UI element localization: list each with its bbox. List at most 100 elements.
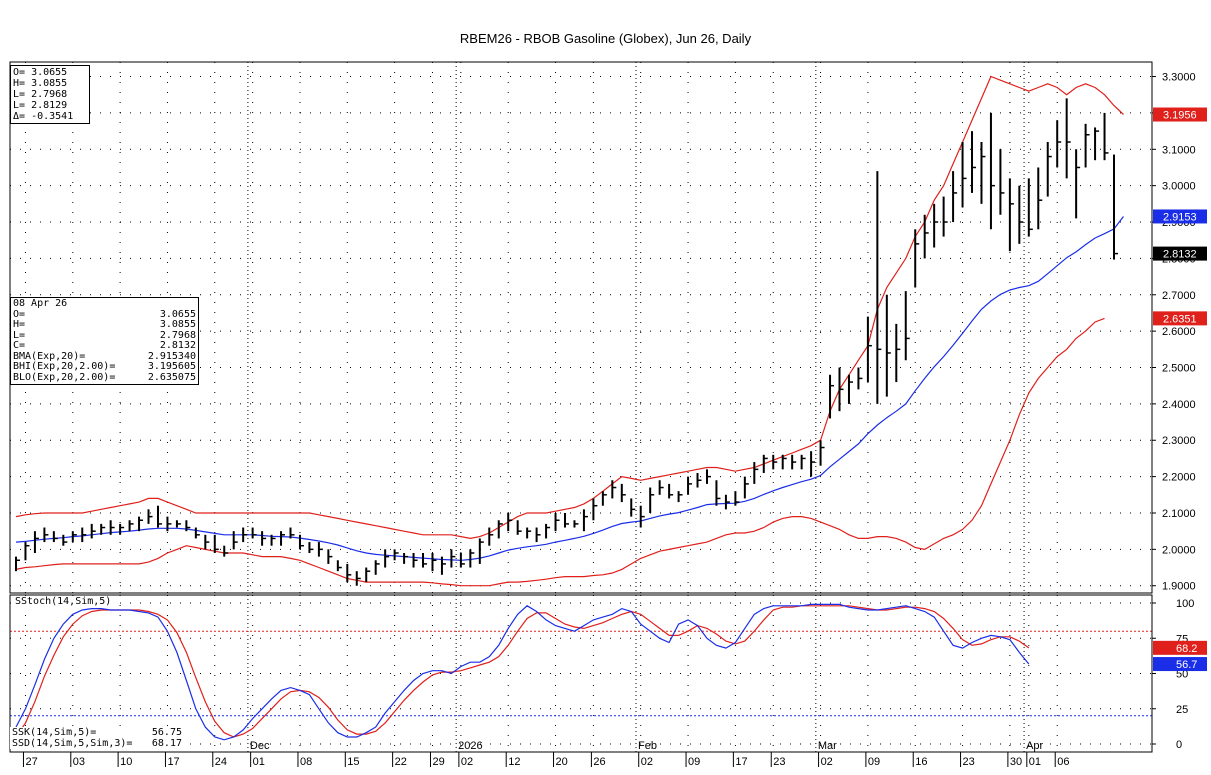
stoch-title: SStoch(14,Sim,5): [14, 596, 113, 607]
info-label: O=: [13, 308, 26, 320]
bollinger-bands: [15, 75, 1124, 587]
stoch-label: SSD(14,Sim,5,Sim,3)=: [12, 738, 133, 749]
info-row: L= 2.7968: [13, 329, 196, 342]
month-label: 2026: [458, 740, 482, 752]
time-tick-label: 23: [773, 756, 785, 768]
price-badge: [1153, 246, 1207, 261]
price-badge: [1153, 209, 1207, 224]
price-tick-label: 2.7000: [1162, 290, 1196, 302]
time-tick-label: 23: [963, 756, 975, 768]
ohlc-summary-row: Δ= -0.3541: [13, 111, 87, 122]
time-tick-label: 06: [1057, 756, 1069, 768]
ohlc-summary-row: L= 2.8129: [13, 100, 87, 111]
stoch-legend-row: SSK(14,Sim,5)= 56.75: [12, 727, 182, 738]
bollinger-middle-line: [15, 216, 1124, 561]
price-badge-label: 2.8132: [1163, 249, 1197, 261]
price-tick-label: 2.0000: [1162, 544, 1196, 556]
stoch-tick-label: 25: [1176, 704, 1188, 716]
price-tick-label: 3.3000: [1162, 72, 1196, 84]
info-value: 2.7968: [159, 329, 196, 341]
stoch-value: 56.75: [151, 727, 182, 738]
stoch-tick-label: 100: [1176, 598, 1194, 610]
time-tick-label: 10: [120, 756, 132, 768]
ohlc-label: H=: [13, 78, 26, 89]
ohlc-summary-box: O= 3.0655 H= 3.0855 L= 2.7968 L= 2.8129 Δ= -…: [10, 65, 90, 124]
info-row: O= 3.0655: [13, 308, 196, 321]
month-label: Apr: [1026, 740, 1043, 752]
ohlc-summary-row: O= 3.0655: [13, 67, 87, 78]
time-tick-label: 02: [641, 756, 653, 768]
time-tick-label: 02: [461, 756, 473, 768]
price-badge-label: 2.6351: [1163, 313, 1197, 325]
price-badge-label: 3.1956: [1163, 110, 1197, 122]
info-value: 2.635075: [147, 371, 196, 383]
time-tick-label: 29: [432, 756, 444, 768]
stoch-badge: [1153, 657, 1207, 672]
info-date: 08 Apr 26: [13, 298, 68, 309]
stoch-legend-row: SSD(14,Sim,5,Sim,3)= 68.17: [12, 738, 182, 749]
ohlc-value: 2.7968: [25, 89, 68, 100]
info-row: C= 2.8132: [13, 340, 196, 352]
time-tick-label: 08: [300, 756, 312, 768]
ohlc-label: L=: [13, 89, 26, 100]
info-label: BMA(Exp,20)=: [13, 350, 86, 362]
price-tick-label: 3.0000: [1162, 181, 1196, 193]
time-tick-label: 09: [868, 756, 880, 768]
info-value: 2.8132: [159, 340, 196, 351]
time-tick-label: 01: [1029, 756, 1041, 768]
stoch-label: SSK(14,Sim,5)=: [12, 727, 97, 738]
ohlc-label: L=: [13, 100, 26, 111]
info-label: H=: [13, 319, 26, 330]
month-label: Mar: [818, 740, 837, 752]
price-tick-label: 2.2000: [1162, 472, 1196, 484]
time-tick-label: 26: [593, 756, 605, 768]
time-tick-label: 16: [915, 756, 927, 768]
ssd-line: [15, 605, 1030, 738]
stoch-badge-label: 68.2: [1176, 643, 1197, 655]
ohlc-label: O=: [13, 67, 26, 78]
stoch-tick-label: 0: [1176, 739, 1182, 751]
axes: 3.30003.20003.10003.00002.90002.80002.70…: [9, 61, 1207, 768]
time-tick-label: 27: [25, 756, 37, 768]
month-label: Dec: [250, 740, 270, 752]
time-tick-label: 30: [1010, 756, 1022, 768]
ssk-line: [15, 603, 1030, 741]
stochastic-panel: [10, 603, 1152, 741]
info-value: 3.0655: [159, 308, 196, 320]
price-tick-label: 2.4000: [1162, 399, 1196, 411]
info-value: 3.0855: [159, 319, 196, 330]
time-tick-label: 12: [508, 756, 520, 768]
grid-layer: [10, 62, 1152, 752]
price-tick-label: 2.3000: [1162, 435, 1196, 447]
time-tick-label: 15: [347, 756, 359, 768]
info-box: 08 Apr 26 O= 3.0655 H= 3.0855 L= 2.7968 C= 2.81…: [10, 297, 199, 385]
time-tick-label: 03: [73, 756, 85, 768]
info-label: C=: [13, 340, 26, 351]
time-tick-label: 01: [253, 756, 265, 768]
ohlc-value: 3.0855: [25, 78, 68, 89]
info-row: BHI(Exp,20,2.00)= 3.195605: [13, 361, 196, 373]
time-tick-label: 17: [735, 756, 747, 768]
price-badge-label: 2.9153: [1163, 211, 1197, 223]
bollinger-lower-line: [15, 317, 1105, 587]
info-row: BMA(Exp,20)= 2.915340: [13, 350, 196, 363]
price-badge: [1153, 311, 1207, 326]
time-tick-label: 02: [821, 756, 833, 768]
ohlc-value: 3.0655: [25, 67, 68, 78]
price-bars: [15, 98, 1118, 586]
time-tick-label: 09: [688, 756, 700, 768]
info-label: BLO(Exp,20,2.00)=: [13, 371, 116, 383]
info-value: 2.915340: [147, 350, 196, 362]
stoch-badge-label: 56.7: [1176, 659, 1197, 671]
info-row: BLO(Exp,20,2.00)= 2.635075: [13, 371, 196, 384]
price-tick-label: 2.1000: [1162, 508, 1196, 520]
price-tick-label: 2.5000: [1162, 363, 1196, 375]
time-tick-label: 24: [215, 756, 227, 768]
price-tick-label: 2.6000: [1162, 326, 1196, 338]
stoch-value: 68.17: [151, 738, 182, 749]
ohlc-value: -0.3541: [25, 111, 74, 122]
stoch-legend: SSK(14,Sim,5)= 56.75 SSD(14,Sim,5,Sim,3)= 6…: [10, 727, 184, 749]
price-tick-label: 1.9000: [1162, 581, 1196, 593]
time-tick-label: 17: [167, 756, 179, 768]
